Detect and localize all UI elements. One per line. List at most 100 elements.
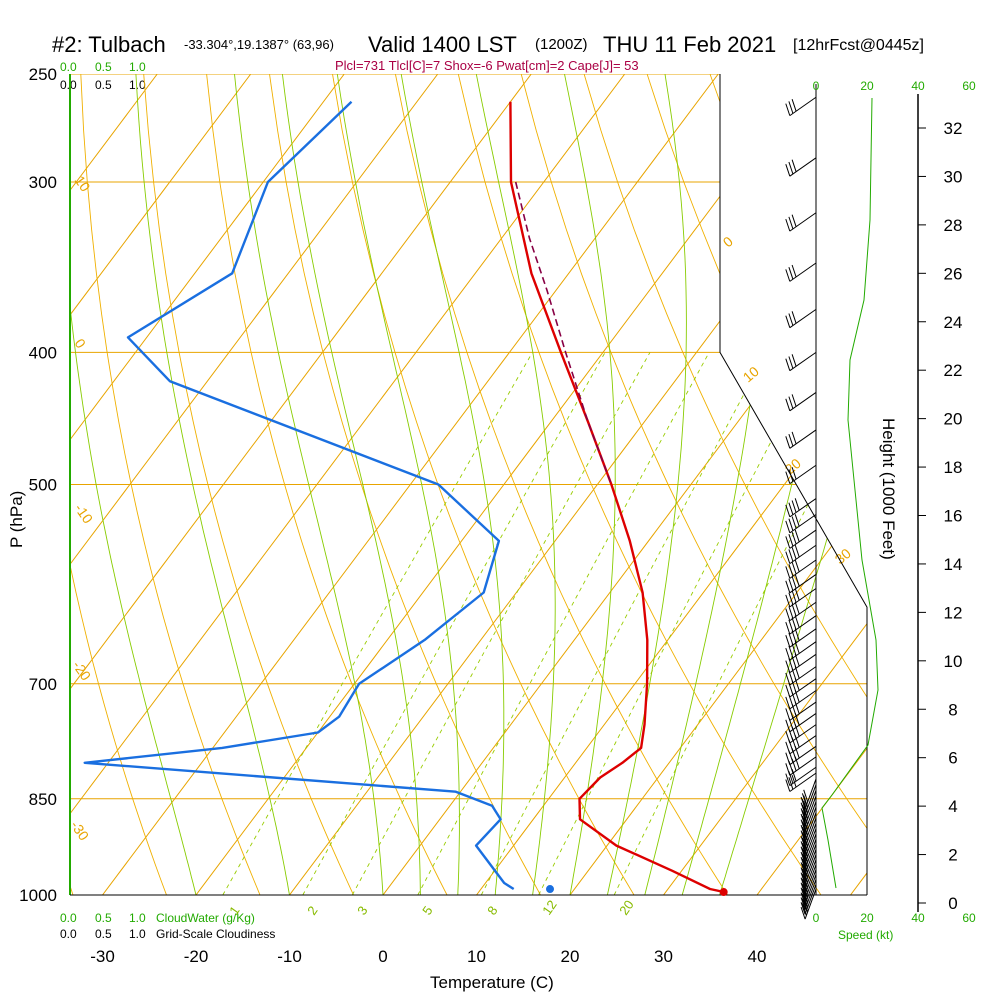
wind-barb-flag: [794, 628, 800, 641]
wind-barb-flag: [788, 502, 794, 515]
wind-barb-flag: [788, 578, 794, 591]
wind-barb-flag: [794, 756, 800, 769]
speed-tick-top: 20: [860, 79, 874, 93]
wind-barb-flag: [794, 666, 800, 679]
wind-barb-flag: [794, 615, 800, 628]
wind-barb-flag: [785, 398, 791, 411]
wind-barb-flag: [801, 863, 807, 877]
wind-barb-flag: [794, 559, 800, 572]
height-axis-title: Height (1000 Feet): [879, 418, 898, 560]
wind-barb-flag: [801, 810, 807, 823]
height-tick-label: 30: [944, 167, 963, 186]
wind-barb: [785, 574, 817, 594]
wind-barb-flag: [785, 608, 791, 621]
wind-barb-flag: [788, 549, 794, 562]
wind-barb: [785, 514, 817, 534]
dry-adiabat: [520, 74, 867, 895]
series-dewpoint-line: [83, 100, 515, 891]
wind-barb-staff: [789, 514, 817, 534]
cloudwater-tick-bottom-1: 0.5: [95, 911, 112, 925]
mixing-ratio-line: [302, 352, 606, 895]
wind-barb: [785, 588, 817, 608]
wind-barb-flag: [788, 619, 794, 633]
station-coords: -33.304°,19.1387° (63,96): [184, 37, 334, 52]
surface-dewpoint-marker: [546, 885, 554, 894]
temp-tick-label: 0: [378, 947, 387, 966]
wind-barb-flag: [785, 436, 791, 449]
moist-adiabat: [719, 74, 867, 895]
wind-barb-flag: [785, 520, 791, 534]
isotherm-line: [569, 74, 867, 895]
height-tick-label: 24: [944, 313, 963, 332]
height-tick-label: 22: [944, 361, 963, 380]
speed-tick-bottom: 20: [860, 911, 874, 925]
wind-barb-flag: [801, 848, 807, 861]
wind-barb-flag: [785, 594, 791, 608]
dry-adiabat: [80, 74, 261, 895]
wind-barb-flag: [794, 498, 800, 511]
wind-barb-flag: [788, 606, 794, 619]
wind-barb: [800, 888, 817, 920]
wind-barb-staff: [789, 756, 817, 776]
parcel-indices: Plcl=731 Tlcl[C]=7 Shox=-6 Pwat[cm]=2 Ca…: [335, 58, 639, 73]
cloudiness-tick-top-0: 0.0: [60, 78, 77, 92]
valid-zulu: (1200Z): [535, 36, 588, 53]
wind-barb-flag: [801, 815, 807, 829]
temp-tick-label: -20: [184, 947, 209, 966]
isotherm-line: [70, 74, 252, 895]
pressure-tick-label-500: 500: [29, 476, 57, 495]
series-parcel-line: [514, 181, 613, 485]
wind-barb: [785, 559, 817, 579]
wind-barb-flag: [800, 813, 806, 827]
wind-barb-flag: [803, 801, 809, 814]
wind-barb-flag: [803, 828, 809, 841]
mixing-ratio-line: [417, 352, 710, 895]
wind-barb: [785, 735, 817, 755]
wind-barb-flag: [803, 849, 809, 863]
wind-barb-flag: [794, 574, 800, 587]
wind-barb-staff: [789, 628, 817, 648]
wind-barb-flag: [803, 839, 809, 852]
wind-barb-flag: [788, 777, 794, 790]
isotherm-line: [70, 74, 345, 895]
height-tick-label: 14: [944, 555, 963, 574]
moist-adiabat: [400, 74, 505, 895]
wind-barb-flag: [803, 855, 809, 868]
wind-barb-flag: [801, 804, 807, 817]
wind-barb: [785, 653, 817, 674]
wind-barb-staff: [789, 262, 817, 282]
wind-barb-flag: [788, 518, 794, 531]
wind-barb-flag: [801, 898, 807, 911]
wind-barb-staff: [789, 544, 817, 565]
wind-barb-flag: [803, 865, 809, 878]
wind-barb-staff: [789, 641, 817, 661]
wind-barb-flag: [801, 893, 807, 907]
wind-barb-flag: [794, 735, 800, 748]
wind-barb-flag: [803, 812, 809, 825]
wind-barb-flag: [794, 713, 800, 726]
wind-barb-flag: [794, 601, 800, 615]
wind-barb-flag: [801, 868, 807, 882]
wind-barb-flag: [791, 531, 797, 545]
wind-barb-staff: [789, 157, 817, 177]
wind-barb-flag: [791, 467, 797, 480]
wind-barb-flag: [800, 897, 806, 910]
wind-barb: [785, 498, 817, 518]
temperature-axis: -30 -20 -10 0 10 20 30 40: [90, 947, 766, 966]
wind-barb-flag: [803, 844, 809, 857]
wind-barb-flag: [800, 902, 806, 915]
cloudiness-tick-bottom-1: 0.5: [95, 927, 112, 941]
dry-adiabat: [332, 74, 635, 895]
wind-barb-flag: [788, 592, 794, 605]
wind-barb-flag: [791, 576, 797, 589]
wind-barb-staff: [789, 588, 817, 608]
isotherm-line: [663, 74, 867, 895]
wind-barb-flag: [803, 899, 809, 913]
mixing-ratio-label: 20: [616, 897, 637, 917]
wind-barb-flag: [791, 769, 797, 782]
wind-barb-flag: [794, 514, 800, 527]
isotherm-line: [756, 74, 867, 895]
height-tick-label: 8: [948, 700, 957, 719]
wind-barb-staff: [789, 351, 817, 372]
wind-barb-staff: [789, 690, 817, 710]
